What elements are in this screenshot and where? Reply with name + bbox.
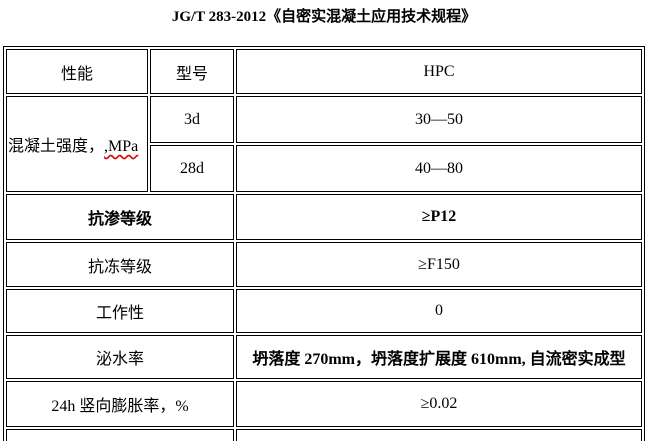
- bleeding-label-cell: 泌水率: [6, 335, 234, 379]
- header-cell-model: 型号: [150, 49, 234, 94]
- table-row-bleeding-rate: 泌水率 坍落度 270mm，坍落度扩展度 610mm, 自流密实成型: [6, 335, 642, 379]
- workability-label-cell: 工作性: [6, 289, 234, 333]
- table-row-strength-3d: 混凝土强度，,MPa 3d 30—50: [6, 96, 642, 192]
- header-cell-property: 性能: [6, 49, 148, 94]
- table-row-strength-28d: 28d 40—80: [6, 145, 642, 192]
- workability-value-cell: 0: [236, 289, 642, 333]
- strength-label-mpa-misspelled: ,MPa: [104, 138, 139, 155]
- partial-label-cell: [6, 429, 234, 441]
- age-cell-3d: 3d: [150, 96, 234, 143]
- frost-value-cell: ≥F150: [236, 242, 642, 287]
- spec-table: 性能 型号 HPC 混凝土强度，,MPa 3d 30—50 28d 40—80 …: [3, 46, 645, 441]
- table-header-row: 性能 型号 HPC: [6, 49, 642, 94]
- impermeability-value-cell: ≥P12: [236, 194, 642, 240]
- table-row-workability: 工作性 0: [6, 289, 642, 333]
- table-row-impermeability: 抗渗等级 ≥P12: [6, 194, 642, 240]
- value-cell-3d: 30—50: [236, 96, 642, 143]
- table-row-frost-resistance: 抗冻等级 ≥F150: [6, 242, 642, 287]
- document-title: JG/T 283-2012《自密实混凝土应用技术规程》: [171, 9, 477, 25]
- header-cell-hpc: HPC: [236, 49, 642, 94]
- bleeding-value-cell: 坍落度 270mm，坍落度扩展度 610mm, 自流密实成型: [236, 335, 642, 379]
- expansion-value-cell: ≥0.02: [236, 381, 642, 427]
- frost-label-cell: 抗冻等级: [6, 242, 234, 287]
- expansion-label-cell: 24h 竖向膨胀率，%: [6, 381, 234, 427]
- value-cell-28d: 40—80: [236, 145, 642, 192]
- table-row-vertical-expansion: 24h 竖向膨胀率，% ≥0.02: [6, 381, 642, 427]
- impermeability-label-cell: 抗渗等级: [6, 194, 234, 240]
- partial-value-cell: [236, 429, 642, 441]
- strength-label-text: 混凝土强度，: [8, 138, 105, 155]
- strength-label-cell: 混凝土强度，,MPa: [6, 96, 148, 192]
- age-cell-28d: 28d: [150, 145, 234, 192]
- table-row-partial-clipped: [6, 429, 642, 441]
